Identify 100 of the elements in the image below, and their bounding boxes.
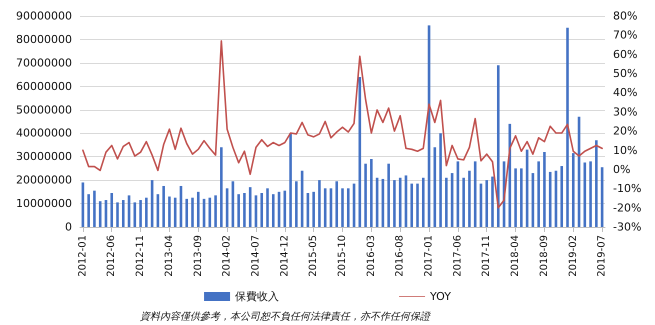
bar bbox=[260, 193, 264, 227]
x-tick-label: 2016-08 bbox=[394, 235, 406, 277]
bar bbox=[578, 116, 580, 227]
bar bbox=[284, 190, 286, 227]
bar bbox=[318, 180, 321, 227]
bar bbox=[514, 168, 517, 227]
bar bbox=[387, 164, 390, 227]
bar bbox=[122, 200, 125, 227]
bar bbox=[128, 195, 130, 227]
bar bbox=[134, 202, 136, 227]
bar bbox=[496, 65, 500, 227]
y2-tick-label: -20% bbox=[613, 201, 642, 214]
bar bbox=[237, 194, 240, 227]
bar bbox=[352, 184, 356, 227]
bar bbox=[93, 190, 96, 227]
bar bbox=[456, 161, 460, 227]
y-tick-label: 60000000 bbox=[16, 80, 72, 93]
text: 資料內容僅供參考，本公司恕不負任何法律責任，亦不作任何保證 bbox=[140, 310, 431, 322]
y-tick-label: 30000000 bbox=[16, 150, 72, 164]
bar bbox=[554, 170, 558, 227]
y2-tick-label: 40% bbox=[613, 86, 638, 100]
bar bbox=[220, 147, 223, 227]
y-tick-label: 40000000 bbox=[16, 126, 72, 140]
bar bbox=[520, 168, 523, 227]
x-tick-label: 2012-06 bbox=[106, 235, 118, 277]
bar bbox=[358, 76, 362, 227]
bar bbox=[537, 161, 540, 227]
x-tick-label: 2018-04 bbox=[510, 235, 522, 277]
bar bbox=[584, 162, 586, 227]
bar bbox=[306, 193, 310, 227]
bar bbox=[98, 201, 102, 227]
bar bbox=[589, 161, 592, 227]
bar bbox=[266, 188, 269, 227]
bar bbox=[202, 198, 206, 227]
bar bbox=[156, 194, 160, 227]
bar bbox=[162, 186, 165, 227]
bar bbox=[462, 178, 465, 227]
legend-label: 保費收入 bbox=[235, 290, 280, 303]
bar bbox=[450, 173, 454, 227]
x-tick-label: 2013-04 bbox=[164, 235, 175, 277]
bar bbox=[532, 173, 534, 227]
bar bbox=[116, 202, 119, 227]
bar bbox=[243, 193, 246, 227]
y-tick-label: 0 bbox=[65, 220, 72, 234]
legend-label: YOY bbox=[429, 290, 452, 303]
bar bbox=[445, 178, 448, 227]
bar bbox=[191, 198, 194, 227]
y2-tick-label: 0% bbox=[613, 162, 630, 176]
bar bbox=[278, 192, 280, 227]
bar bbox=[560, 166, 564, 227]
bar bbox=[226, 188, 228, 227]
bar bbox=[428, 25, 430, 227]
x-tick-label: 2018-09 bbox=[538, 235, 550, 277]
bar bbox=[485, 180, 488, 227]
bar bbox=[214, 195, 217, 227]
bar bbox=[404, 175, 408, 227]
bar bbox=[196, 192, 200, 227]
bar bbox=[145, 198, 148, 227]
x-tick-label: 2019-07 bbox=[596, 235, 608, 277]
bar bbox=[335, 181, 338, 227]
x-tick-label: 2014-12 bbox=[279, 235, 290, 277]
y-tick-label: 70000000 bbox=[16, 56, 72, 70]
y-tick-label: 20000000 bbox=[16, 174, 72, 187]
bar bbox=[208, 198, 212, 227]
y2-tick-label: 70% bbox=[613, 28, 638, 42]
x-tick-label: 2016-03 bbox=[366, 235, 377, 277]
bar bbox=[600, 167, 604, 227]
bar bbox=[548, 172, 552, 227]
bar bbox=[393, 180, 396, 227]
bar bbox=[595, 140, 598, 227]
y2-tick-label: 60% bbox=[613, 48, 638, 61]
bar bbox=[168, 196, 171, 227]
bar bbox=[295, 181, 298, 227]
x-tick-label: 2012-11 bbox=[135, 235, 146, 277]
bar bbox=[370, 159, 373, 227]
bar bbox=[422, 178, 425, 227]
x-tick-label: 2017-06 bbox=[452, 235, 464, 277]
y2-tick-label: 30% bbox=[613, 105, 638, 118]
bar bbox=[232, 181, 234, 227]
bar bbox=[376, 178, 378, 227]
y2-tick-label: 50% bbox=[613, 67, 638, 80]
y2-tick-label: 10% bbox=[613, 144, 638, 157]
bar bbox=[398, 178, 402, 227]
bar bbox=[364, 164, 367, 227]
bar bbox=[434, 147, 436, 227]
bar bbox=[150, 180, 154, 227]
bar bbox=[566, 28, 569, 227]
bar bbox=[185, 198, 188, 227]
bar bbox=[526, 150, 528, 227]
bar bbox=[439, 133, 442, 227]
bar bbox=[543, 152, 546, 227]
bar bbox=[248, 187, 252, 227]
bar bbox=[104, 200, 108, 227]
x-tick-label: 2017-01 bbox=[424, 235, 435, 277]
y2-tick-label: -10% bbox=[613, 182, 642, 196]
bar bbox=[174, 198, 176, 227]
bar bbox=[330, 188, 332, 227]
bar bbox=[289, 133, 292, 227]
y2-tick-label: -30% bbox=[613, 220, 642, 234]
bar bbox=[382, 178, 384, 227]
